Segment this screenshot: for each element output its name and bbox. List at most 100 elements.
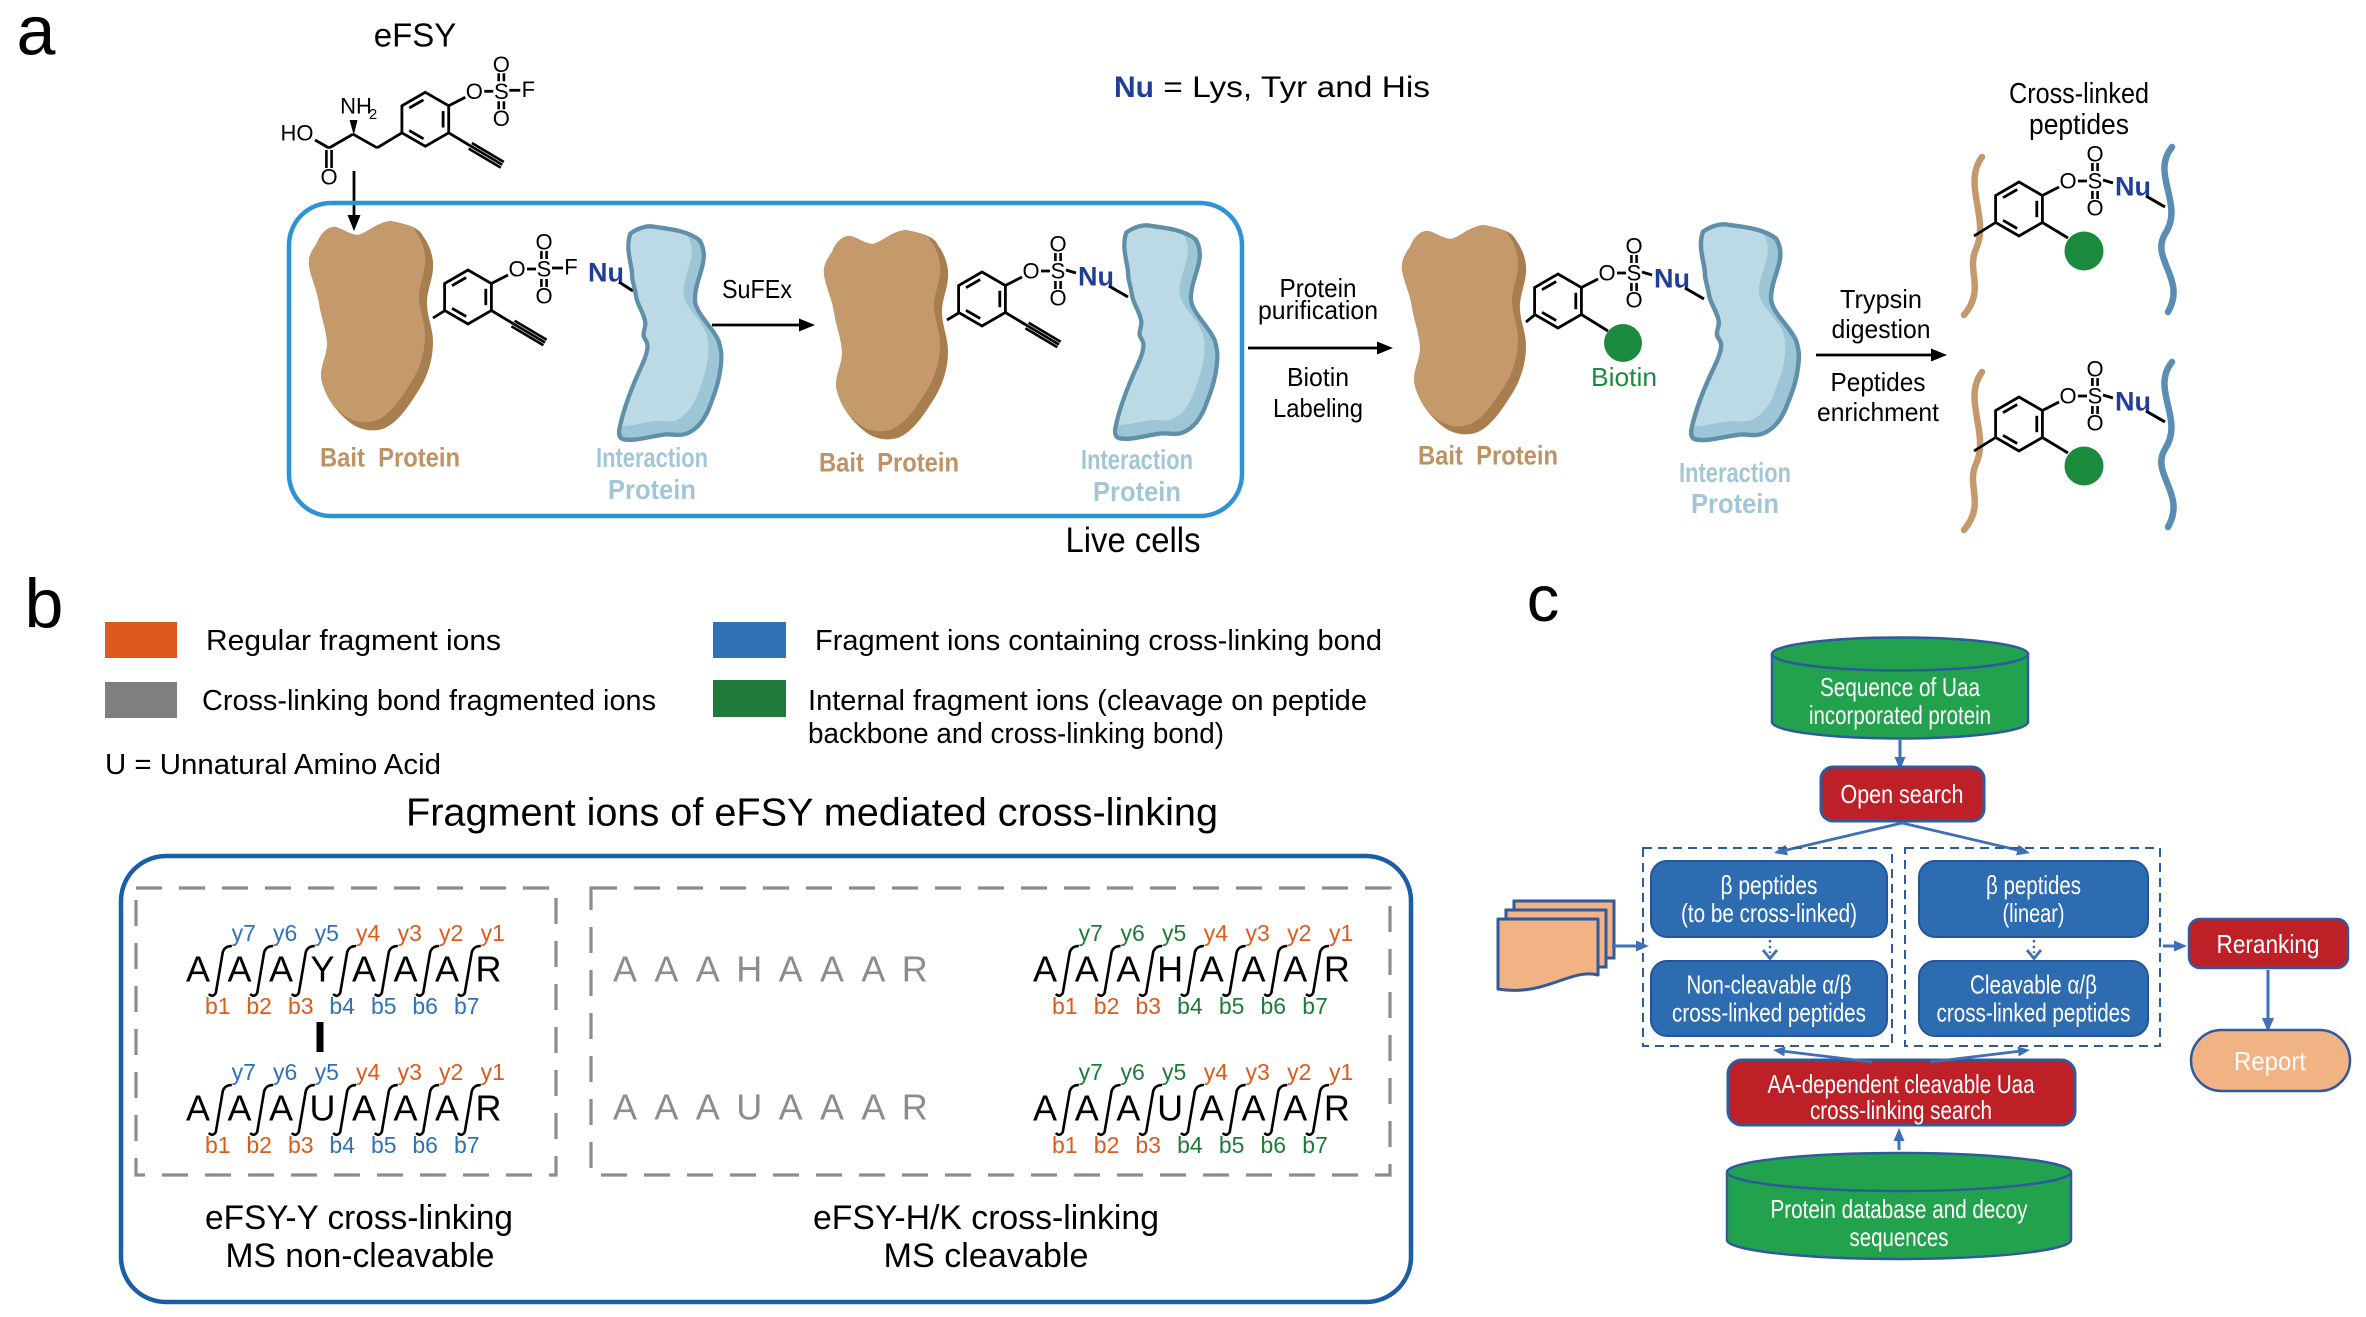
svg-text:y6: y6 bbox=[1120, 920, 1144, 946]
svg-text:S: S bbox=[2088, 384, 2103, 409]
svg-text:Y: Y bbox=[310, 949, 334, 990]
svg-text:A: A bbox=[654, 1087, 678, 1128]
svg-text:b1: b1 bbox=[1052, 993, 1078, 1019]
svg-text:b3: b3 bbox=[288, 993, 314, 1019]
svg-text:H: H bbox=[736, 949, 762, 990]
svg-text:A: A bbox=[352, 949, 376, 990]
svg-text:Internal fragment ions (cleava: Internal fragment ions (cleavage on pept… bbox=[808, 685, 1367, 717]
svg-text:A: A bbox=[820, 1087, 844, 1128]
svg-text:O: O bbox=[320, 165, 337, 190]
svg-text:Nu: Nu bbox=[2115, 386, 2151, 416]
svg-text:O: O bbox=[2059, 384, 2076, 409]
svg-text:R: R bbox=[902, 949, 928, 990]
svg-text:b6: b6 bbox=[1261, 993, 1287, 1019]
svg-text:b5: b5 bbox=[1219, 993, 1245, 1019]
svg-text:incorporated protein: incorporated protein bbox=[1809, 700, 1991, 730]
svg-text:Protein database and decoy: Protein database and decoy bbox=[1771, 1194, 2028, 1224]
svg-text:O: O bbox=[1625, 288, 1642, 313]
svg-text:O: O bbox=[508, 257, 525, 282]
svg-text:A: A bbox=[186, 1088, 210, 1129]
svg-text:y6: y6 bbox=[273, 1059, 297, 1085]
svg-text:b6: b6 bbox=[412, 993, 438, 1019]
svg-text:Nu: Nu bbox=[2115, 171, 2151, 201]
svg-text:(to be cross-linked): (to be cross-linked) bbox=[1681, 898, 1857, 928]
svg-text:y4: y4 bbox=[356, 1059, 381, 1085]
svg-text:Cross-linked: Cross-linked bbox=[2009, 78, 2149, 110]
svg-text:Interaction: Interaction bbox=[1679, 457, 1791, 488]
svg-text:A: A bbox=[435, 949, 459, 990]
svg-text:R: R bbox=[1324, 1088, 1350, 1129]
svg-text:A: A bbox=[1241, 949, 1265, 990]
svg-text:A: A bbox=[1283, 949, 1307, 990]
svg-text:Protein: Protein bbox=[1280, 273, 1357, 303]
svg-text:y2: y2 bbox=[439, 920, 463, 946]
svg-text:Trypsin: Trypsin bbox=[1840, 284, 1922, 314]
svg-text:O: O bbox=[2086, 357, 2103, 382]
svg-text:A: A bbox=[654, 949, 678, 990]
svg-text:S: S bbox=[537, 257, 552, 282]
svg-text:Protein: Protein bbox=[1093, 476, 1181, 507]
svg-text:Interaction: Interaction bbox=[596, 442, 708, 473]
svg-text:A: A bbox=[269, 949, 293, 990]
svg-text:y7: y7 bbox=[232, 1059, 256, 1085]
svg-text:O: O bbox=[535, 230, 552, 255]
svg-text:Reranking: Reranking bbox=[2217, 929, 2320, 959]
svg-text:y6: y6 bbox=[273, 920, 297, 946]
svg-text:sequences: sequences bbox=[1850, 1222, 1949, 1252]
svg-text:y1: y1 bbox=[1329, 920, 1353, 946]
svg-text:b5: b5 bbox=[1219, 1132, 1245, 1158]
svg-text:y2: y2 bbox=[439, 1059, 463, 1085]
svg-text:A: A bbox=[820, 949, 844, 990]
svg-text:A: A bbox=[779, 949, 803, 990]
svg-text:A: A bbox=[1200, 1088, 1224, 1129]
svg-text:A: A bbox=[696, 1087, 720, 1128]
svg-text:O: O bbox=[535, 284, 552, 309]
svg-text:cross-linking search: cross-linking search bbox=[1810, 1095, 1992, 1125]
svg-text:Nu: Nu bbox=[588, 257, 624, 287]
svg-text:Bait Protein: Bait Protein bbox=[320, 442, 460, 472]
svg-text:Labeling: Labeling bbox=[1273, 393, 1363, 423]
svg-text:SuFEx: SuFEx bbox=[722, 274, 792, 304]
svg-text:Fragment ions containing cross: Fragment ions containing cross-linking b… bbox=[815, 625, 1382, 657]
svg-text:R: R bbox=[476, 1088, 502, 1129]
svg-text:eFSY-H/K cross-linking: eFSY-H/K cross-linking bbox=[813, 1199, 1159, 1237]
svg-text:Cross-linking bond fragmented: Cross-linking bond fragmented ions bbox=[202, 685, 656, 717]
svg-text:cross-linked peptides: cross-linked peptides bbox=[1672, 998, 1866, 1028]
svg-text:A: A bbox=[1075, 1088, 1099, 1129]
svg-text:S: S bbox=[1627, 261, 1642, 286]
svg-text:Sequence of Uaa: Sequence of Uaa bbox=[1820, 672, 1980, 702]
svg-text:S: S bbox=[1051, 259, 1066, 284]
svg-text:O: O bbox=[1625, 234, 1642, 259]
svg-text:R: R bbox=[1324, 949, 1350, 990]
svg-text:A: A bbox=[1033, 949, 1057, 990]
svg-text:A: A bbox=[1116, 1088, 1140, 1129]
svg-text:A: A bbox=[186, 949, 210, 990]
svg-text:A: A bbox=[861, 1087, 885, 1128]
svg-text:Nu: Nu bbox=[1654, 263, 1690, 293]
svg-text:b7: b7 bbox=[1302, 1132, 1328, 1158]
svg-text:Non-cleavable α/β: Non-cleavable α/β bbox=[1687, 970, 1852, 1000]
svg-text:y5: y5 bbox=[1162, 1059, 1186, 1085]
svg-text:enrichment: enrichment bbox=[1817, 397, 1940, 427]
svg-text:A: A bbox=[613, 949, 637, 990]
svg-text:b3: b3 bbox=[1135, 1132, 1161, 1158]
svg-text:O: O bbox=[2059, 169, 2076, 194]
svg-text:Bait Protein: Bait Protein bbox=[819, 447, 959, 477]
svg-text:b4: b4 bbox=[329, 1132, 355, 1158]
svg-text:A: A bbox=[269, 1088, 293, 1129]
svg-text:b2: b2 bbox=[246, 993, 272, 1019]
svg-text:b4: b4 bbox=[1177, 1132, 1203, 1158]
svg-text:A: A bbox=[779, 1087, 803, 1128]
svg-text:y1: y1 bbox=[481, 920, 505, 946]
svg-text:MS non-cleavable: MS non-cleavable bbox=[226, 1237, 495, 1275]
svg-text:Fragment ions of eFSY mediated: Fragment ions of eFSY mediated cross-lin… bbox=[406, 792, 1218, 835]
svg-text:O: O bbox=[1022, 259, 1039, 284]
svg-text:b5: b5 bbox=[371, 1132, 397, 1158]
svg-text:y4: y4 bbox=[356, 920, 381, 946]
svg-text:Live cells: Live cells bbox=[1066, 521, 1201, 560]
svg-text:Protein: Protein bbox=[1691, 488, 1779, 519]
svg-text:Peptides: Peptides bbox=[1831, 367, 1926, 397]
svg-text:U: U bbox=[1157, 1088, 1183, 1129]
svg-text:Interaction: Interaction bbox=[1081, 444, 1193, 475]
svg-text:y6: y6 bbox=[1120, 1059, 1144, 1085]
